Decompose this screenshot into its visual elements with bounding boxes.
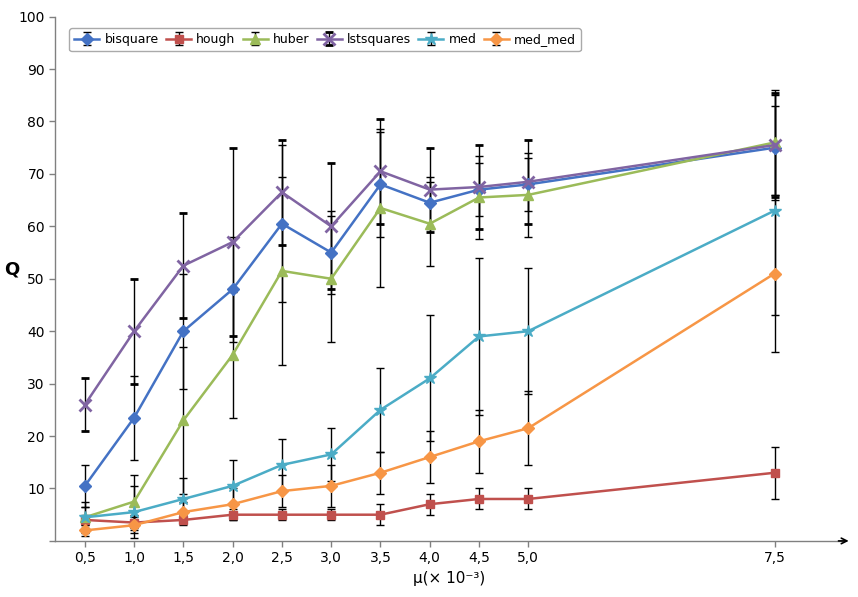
X-axis label: μ(× 10⁻³): μ(× 10⁻³) bbox=[414, 571, 486, 586]
Y-axis label: Q: Q bbox=[4, 261, 20, 279]
Legend: bisquare, hough, huber, lstsquares, med, med_med: bisquare, hough, huber, lstsquares, med,… bbox=[69, 28, 581, 51]
